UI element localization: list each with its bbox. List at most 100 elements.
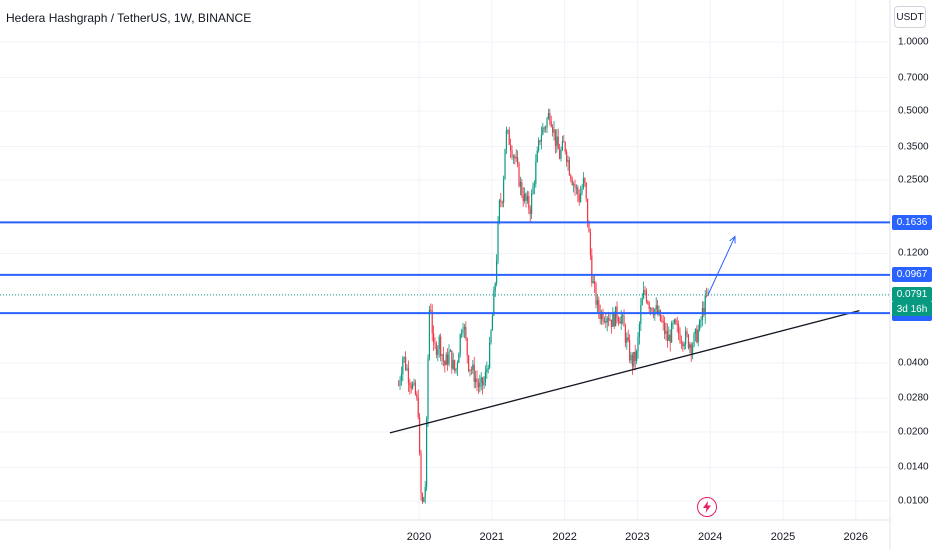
- candle-body: [469, 369, 471, 371]
- candle-body: [567, 160, 569, 163]
- candle-body: [609, 319, 611, 321]
- candle-body: [615, 306, 617, 327]
- candle-body: [428, 309, 431, 359]
- price-tick-label: 0.3500: [898, 141, 929, 153]
- candle-body: [431, 310, 433, 334]
- candle-body: [563, 141, 565, 143]
- candle-body: [447, 354, 449, 365]
- candle-body: [511, 150, 513, 158]
- event-marker[interactable]: [697, 497, 717, 517]
- currency-button[interactable]: USDT: [894, 6, 926, 28]
- candle-body: [491, 315, 494, 331]
- candle-body: [487, 367, 489, 370]
- candle-body: [504, 149, 506, 180]
- candle-body: [704, 295, 706, 315]
- candle-body: [581, 187, 583, 194]
- candle-body: [550, 121, 552, 127]
- candle-body: [561, 141, 564, 150]
- candle-body: [496, 260, 498, 284]
- candle-body: [458, 353, 460, 363]
- candle-body: [490, 330, 492, 343]
- candle-body: [449, 350, 452, 352]
- candle-body: [655, 305, 657, 309]
- candle-body: [626, 337, 628, 343]
- candle-body: [540, 134, 543, 142]
- candle-body: [640, 305, 642, 325]
- projection-arrow-head: [729, 235, 736, 244]
- candle-body: [664, 322, 666, 334]
- candle-body: [400, 374, 403, 381]
- price-tick-label: 0.2500: [898, 174, 929, 186]
- candle-body: [515, 157, 517, 159]
- candle-body: [489, 342, 491, 368]
- candle-body: [532, 185, 534, 194]
- candle-body: [697, 330, 699, 343]
- candle-body: [578, 194, 580, 202]
- candle-body: [521, 181, 523, 196]
- candle-body: [470, 369, 473, 371]
- candle-body: [687, 334, 690, 348]
- candle-body: [528, 196, 530, 209]
- candle-body: [417, 397, 419, 418]
- candle-body: [406, 368, 408, 370]
- candle-body: [631, 355, 634, 367]
- candle-body: [517, 157, 519, 164]
- candle-body: [434, 342, 436, 345]
- candle-body: [599, 311, 601, 319]
- candle-body: [577, 187, 579, 195]
- candle-body: [568, 160, 571, 176]
- lightning-icon: [703, 501, 711, 513]
- candle-body: [582, 178, 585, 188]
- candle-body: [610, 319, 613, 327]
- candle-body: [522, 195, 524, 202]
- candle-body: [402, 358, 404, 375]
- candle-body: [468, 355, 470, 371]
- price-tick-label: 0.0400: [898, 357, 929, 369]
- candle-body: [426, 419, 428, 488]
- candle-body: [620, 316, 622, 324]
- candle-body: [675, 319, 677, 324]
- candle-body: [673, 319, 676, 323]
- candle-body: [442, 354, 445, 361]
- candle-body: [407, 368, 410, 383]
- candle-body: [448, 351, 450, 365]
- candle-body: [700, 319, 702, 321]
- candle-body: [536, 150, 538, 163]
- candle-body: [440, 336, 442, 356]
- candle-body: [424, 487, 426, 498]
- price-tick-label: 0.1200: [898, 247, 929, 259]
- candle-body: [441, 354, 443, 356]
- candle-body: [456, 362, 459, 369]
- candle-body: [503, 179, 505, 203]
- candle-body: [412, 383, 414, 389]
- candle-body: [498, 200, 501, 222]
- candle-body: [594, 281, 596, 285]
- candle-body: [637, 337, 639, 352]
- candle-body: [493, 290, 495, 316]
- price-tick-label: 0.0140: [898, 461, 929, 473]
- candle-body: [533, 183, 536, 186]
- candle-body: [580, 193, 582, 202]
- time-tick-label: 2023: [625, 531, 650, 543]
- candle-body: [703, 308, 705, 315]
- candle-body: [587, 198, 589, 224]
- candle-body: [556, 136, 558, 146]
- candle-body: [661, 320, 663, 322]
- projection-arrow: [707, 236, 736, 296]
- candle-body: [659, 310, 662, 321]
- candle-body: [601, 312, 603, 319]
- candle-body: [552, 126, 554, 133]
- candle-body: [571, 179, 573, 185]
- time-tick-label: 2026: [843, 531, 869, 543]
- candle-body: [694, 329, 697, 334]
- price-tick-label: 0.0280: [898, 392, 929, 404]
- candle-body: [693, 333, 695, 346]
- candle-body: [634, 351, 636, 362]
- candle-body: [480, 377, 482, 383]
- candle-body: [497, 221, 499, 261]
- candle-body: [622, 315, 624, 317]
- candle-body: [641, 298, 643, 306]
- candle-body: [603, 321, 606, 322]
- candle-body: [508, 130, 510, 145]
